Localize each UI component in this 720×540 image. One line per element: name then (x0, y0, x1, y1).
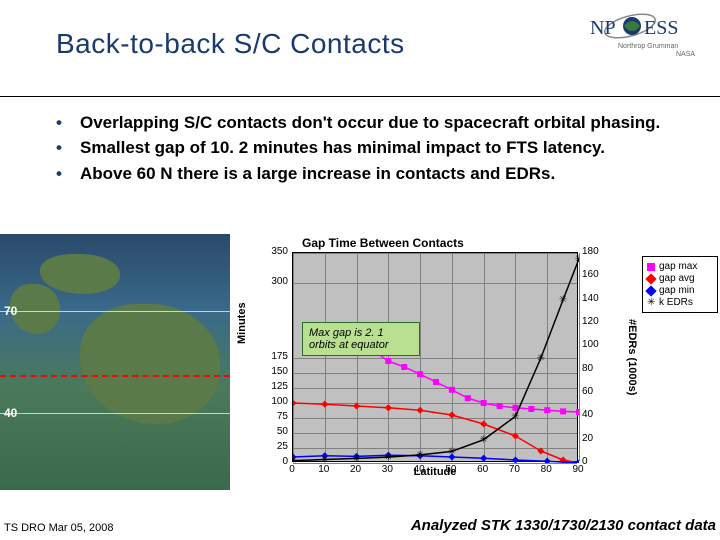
y-axis-right-label: #EDRs (1000s) (626, 252, 638, 462)
svg-text:✳: ✳ (559, 295, 567, 306)
chart-panel: Gap Time Between Contacts Minutes ✳✳✳✳✳✳… (232, 234, 720, 490)
footer-caption: Analyzed STK 1330/1730/2130 contact data (411, 517, 716, 534)
content-row: 7040 Gap Time Between Contacts Minutes ✳… (0, 234, 720, 504)
chart-annotation: Max gap is 2. 1 orbits at equator (302, 322, 420, 356)
chart-legend: gap maxgap avggap min✳k EDRs (642, 256, 718, 313)
chart-title: Gap Time Between Contacts (302, 236, 464, 250)
bullet-item: Above 60 N there is a large increase in … (48, 163, 696, 184)
footer-date: TS DRO Mar 05, 2008 (4, 522, 113, 534)
header-divider (0, 96, 720, 97)
bullet-item: Overlapping S/C contacts don't occur due… (48, 112, 696, 133)
svg-text:ESS: ESS (644, 17, 678, 39)
header: Back-to-back S/C Contacts NP ESS Northro… (0, 0, 720, 80)
x-axis-label: Latitude (292, 466, 578, 478)
svg-text:NASA: NASA (676, 51, 695, 58)
svg-text:Northrop Grumman: Northrop Grumman (618, 43, 678, 50)
page-title: Back-to-back S/C Contacts (56, 28, 405, 60)
map-panel: 7040 (0, 234, 230, 490)
chart-plot-area: ✳✳✳✳✳✳✳✳✳✳✳ (292, 252, 578, 462)
bullet-item: Smallest gap of 10. 2 minutes has minima… (48, 137, 696, 158)
logo: NP ESS Northrop Grumman NASA (588, 6, 708, 62)
y-axis-left-label: Minutes (236, 302, 248, 344)
bullet-list: Overlapping S/C contacts don't occur due… (48, 112, 696, 188)
svg-text:NP: NP (590, 17, 616, 39)
